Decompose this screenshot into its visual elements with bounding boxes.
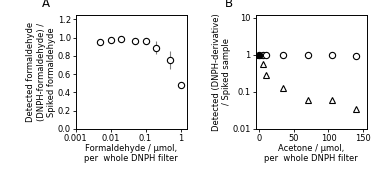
Text: B: B: [225, 0, 232, 10]
X-axis label: Formaldehyde / μmol,
per  whole DNPH filter: Formaldehyde / μmol, per whole DNPH filt…: [84, 144, 178, 163]
Text: A: A: [42, 0, 50, 10]
Y-axis label: Detected formaldehyde
(DNPH-formaldehyde) /
Spiked formaldehyde: Detected formaldehyde (DNPH-formaldehyde…: [26, 22, 56, 122]
Y-axis label: Detected (DNPH-derivative)
/ Spiked sample: Detected (DNPH-derivative) / Spiked samp…: [212, 13, 231, 131]
X-axis label: Acetone / μmol,
per  whole DNPH filter: Acetone / μmol, per whole DNPH filter: [264, 144, 358, 163]
